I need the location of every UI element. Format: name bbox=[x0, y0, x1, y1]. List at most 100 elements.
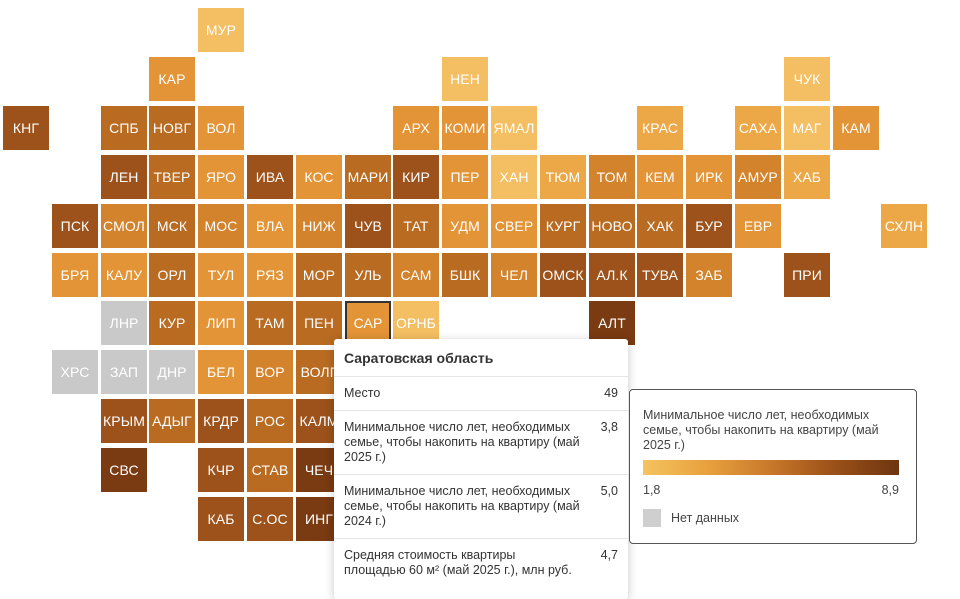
region-tile[interactable]: МАГ bbox=[784, 106, 830, 150]
region-tile[interactable]: АРХ bbox=[393, 106, 439, 150]
legend-no-data-label: Нет данных bbox=[671, 511, 740, 525]
legend-gradient-bar bbox=[643, 460, 899, 475]
legend-max-value: 8,9 bbox=[881, 483, 899, 497]
region-tile[interactable]: ЯРО bbox=[198, 155, 244, 199]
color-legend: Минимальное число лет, необходимых семье… bbox=[629, 389, 917, 544]
region-tile[interactable]: КАР bbox=[149, 57, 195, 101]
region-tile[interactable]: ЧУВ bbox=[345, 204, 391, 248]
tile-map: МУР КАР НЕН ЧУК КНГ СПБ НОВГ ВОЛ АРХ КОМИ ЯМАЛ КРАС… bbox=[3, 8, 927, 541]
region-tile[interactable]: БУР bbox=[686, 204, 732, 248]
region-tile[interactable]: ЧУК bbox=[784, 57, 830, 101]
region-tile[interactable]: МОС bbox=[198, 204, 244, 248]
region-tile[interactable]: ИВА bbox=[247, 155, 293, 199]
region-tile[interactable]: ТАТ bbox=[393, 204, 439, 248]
region-tile[interactable]: АМУР bbox=[735, 155, 781, 199]
region-tile[interactable]: СТАВ bbox=[247, 448, 293, 492]
region-tile[interactable]: КНГ bbox=[3, 106, 49, 150]
region-tile[interactable]: ЛНР bbox=[101, 301, 147, 345]
region-tile[interactable]: РОС bbox=[247, 399, 293, 443]
region-tile[interactable]: КЧР bbox=[198, 448, 244, 492]
region-tile[interactable]: МАРИ bbox=[345, 155, 391, 199]
region-tile[interactable]: ТУВА bbox=[637, 253, 683, 297]
region-tile[interactable]: КОС bbox=[296, 155, 342, 199]
region-tile[interactable]: С.ОС bbox=[247, 497, 293, 541]
region-tile[interactable]: ЛЕН bbox=[101, 155, 147, 199]
region-tile[interactable]: МУР bbox=[198, 8, 244, 52]
tooltip-label: Средняя стоимость квартиры площадью 60 м… bbox=[344, 548, 572, 577]
region-tile[interactable]: ЗАП bbox=[101, 350, 147, 394]
legend-title: Минимальное число лет, необходимых семье… bbox=[643, 408, 879, 452]
region-tile[interactable]: КОМИ bbox=[442, 106, 488, 150]
region-tooltip: Саратовская область Место 49 Минимальное… bbox=[334, 339, 628, 599]
region-tile[interactable]: САР bbox=[345, 301, 391, 345]
region-tile[interactable]: ЯМАЛ bbox=[491, 106, 537, 150]
region-tile[interactable]: КУР bbox=[149, 301, 195, 345]
region-tile[interactable]: НИЖ bbox=[296, 204, 342, 248]
region-tile[interactable]: КРЫМ bbox=[101, 399, 147, 443]
region-tile[interactable]: ТАМ bbox=[247, 301, 293, 345]
region-tile[interactable]: КУРГ bbox=[540, 204, 586, 248]
region-tile[interactable]: МСК bbox=[149, 204, 195, 248]
region-tile[interactable]: КАБ bbox=[198, 497, 244, 541]
region-tile[interactable]: САМ bbox=[393, 253, 439, 297]
region-tile[interactable]: БЕЛ bbox=[198, 350, 244, 394]
region-tile[interactable]: ОРНБ bbox=[393, 301, 439, 345]
region-tile[interactable]: КЕМ bbox=[637, 155, 683, 199]
region-tile[interactable]: ХРС bbox=[52, 350, 98, 394]
region-tile[interactable]: ХАК bbox=[637, 204, 683, 248]
region-tile[interactable]: РЯЗ bbox=[247, 253, 293, 297]
region-tile[interactable]: КРДР bbox=[198, 399, 244, 443]
region-tile[interactable]: НЕН bbox=[442, 57, 488, 101]
region-tile[interactable]: ТЮМ bbox=[540, 155, 586, 199]
region-tile[interactable]: ОРЛ bbox=[149, 253, 195, 297]
region-tile[interactable]: СХЛН bbox=[881, 204, 927, 248]
legend-no-data-swatch bbox=[643, 509, 661, 527]
region-tile[interactable]: СПБ bbox=[101, 106, 147, 150]
region-tile[interactable]: АЛ.К bbox=[589, 253, 635, 297]
region-tile[interactable]: БШК bbox=[442, 253, 488, 297]
region-tile[interactable]: ВОЛ bbox=[198, 106, 244, 150]
region-tile[interactable]: КИР bbox=[393, 155, 439, 199]
region-tile[interactable]: НОВГ bbox=[149, 106, 195, 150]
region-tile[interactable]: ЛИП bbox=[198, 301, 244, 345]
region-tile[interactable]: БРЯ bbox=[52, 253, 98, 297]
tooltip-value: 5,0 bbox=[600, 484, 618, 498]
region-tile[interactable]: СВЕР bbox=[491, 204, 537, 248]
region-tile[interactable]: ЧЕЛ bbox=[491, 253, 537, 297]
region-tile[interactable]: ХАБ bbox=[784, 155, 830, 199]
region-tile[interactable]: ПЕР bbox=[442, 155, 488, 199]
region-tile[interactable]: ПРИ bbox=[784, 253, 830, 297]
region-tile[interactable]: ВЛА bbox=[247, 204, 293, 248]
region-tile[interactable]: ТУЛ bbox=[198, 253, 244, 297]
region-tile[interactable]: ТВЕР bbox=[149, 155, 195, 199]
region-tile[interactable]: МОР bbox=[296, 253, 342, 297]
region-tile[interactable]: ДНР bbox=[149, 350, 195, 394]
region-tile[interactable]: СВС bbox=[101, 448, 147, 492]
region-tile[interactable]: КРАС bbox=[637, 106, 683, 150]
region-tile[interactable]: УЛЬ bbox=[345, 253, 391, 297]
region-tile[interactable]: ТОМ bbox=[589, 155, 635, 199]
region-tile[interactable]: КАМ bbox=[833, 106, 879, 150]
tooltip-value: 4,7 bbox=[600, 548, 618, 562]
tooltip-value: 3,8 bbox=[600, 420, 618, 434]
region-tile[interactable]: САХА bbox=[735, 106, 781, 150]
tooltip-row-years-2024: Минимальное число лет, необходимых семье… bbox=[334, 475, 628, 539]
region-tile[interactable]: ВОР bbox=[247, 350, 293, 394]
region-tile[interactable]: УДМ bbox=[442, 204, 488, 248]
region-tile[interactable]: ЗАБ bbox=[686, 253, 732, 297]
region-tile[interactable]: ОМСК bbox=[540, 253, 586, 297]
region-tile[interactable]: КАЛУ bbox=[101, 253, 147, 297]
region-tile[interactable]: ПСК bbox=[52, 204, 98, 248]
region-tile[interactable]: ХАН bbox=[491, 155, 537, 199]
region-tile[interactable]: ПЕН bbox=[296, 301, 342, 345]
tooltip-row-years-2025: Минимальное число лет, необходимых семье… bbox=[334, 411, 628, 475]
region-tile[interactable]: ЕВР bbox=[735, 204, 781, 248]
region-tile[interactable]: АДЫГ bbox=[149, 399, 195, 443]
region-tile[interactable]: ИРК bbox=[686, 155, 732, 199]
region-tile[interactable]: НОВО bbox=[589, 204, 635, 248]
region-tile[interactable]: АЛТ bbox=[589, 301, 635, 345]
region-tile[interactable]: СМОЛ bbox=[101, 204, 147, 248]
tooltip-label: Минимальное число лет, необходимых семье… bbox=[344, 484, 580, 528]
legend-min-value: 1,8 bbox=[643, 483, 661, 497]
tooltip-label: Минимальное число лет, необходимых семье… bbox=[344, 420, 580, 464]
